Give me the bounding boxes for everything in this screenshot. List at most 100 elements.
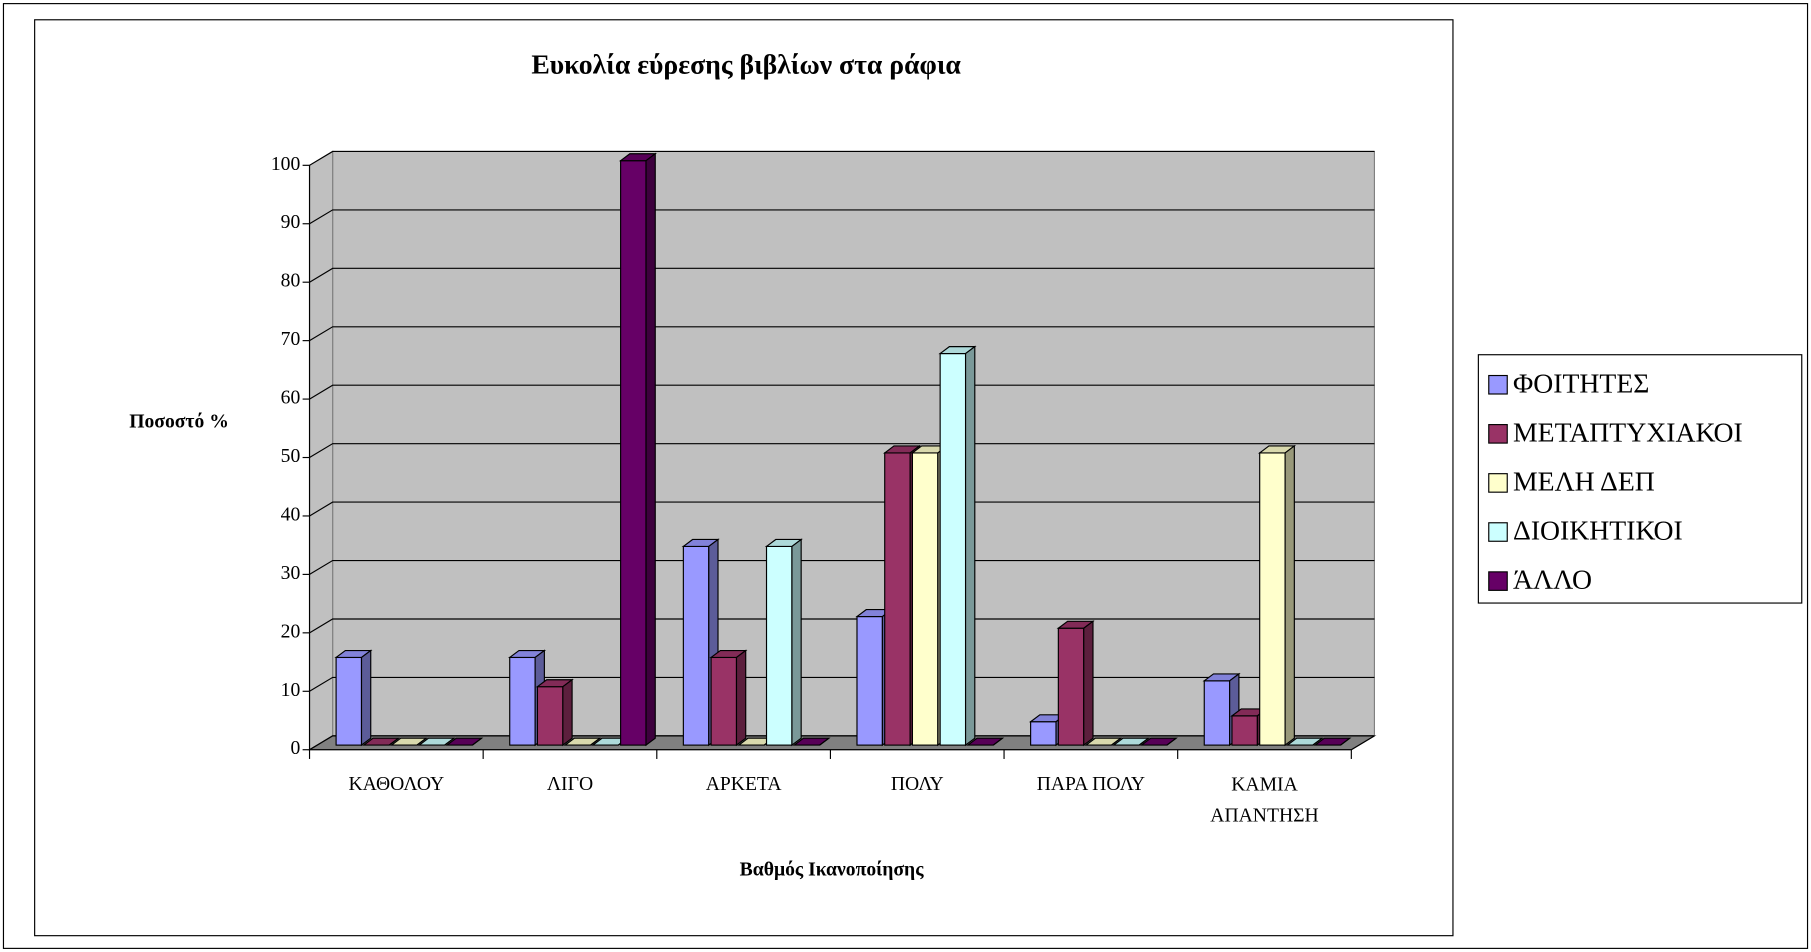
bar [535, 678, 574, 747]
grid-line [309, 501, 1375, 517]
bar [1257, 444, 1297, 747]
bar-front [911, 452, 939, 746]
bar-side [735, 649, 747, 747]
bar-side [1284, 444, 1295, 747]
legend [1477, 354, 1803, 604]
bar-side [388, 737, 399, 746]
legend-label: ΜΕΤΑΠΤΥΧΙΑΚΟΙ [1513, 416, 1743, 447]
grid-line [309, 209, 1375, 225]
grid-line [309, 618, 1375, 634]
x-tick-label: ΚΑΜΙΑ ΑΠΑΝΤΗΣΗ [1210, 774, 1318, 826]
x-tick-label: ΚΑΘΟΛΟΥ [348, 774, 444, 795]
grid-line [309, 150, 1375, 166]
bar-front [1203, 680, 1231, 746]
bar [1084, 737, 1123, 746]
grid-line [309, 326, 1375, 342]
bar-side [645, 152, 656, 747]
legend-label: ΆΛΛΟ [1513, 564, 1592, 595]
bar [1230, 707, 1269, 747]
y-tick-label: 80 [281, 271, 301, 292]
y-tick-label: 10 [281, 680, 301, 701]
bar-front [856, 615, 883, 746]
bar-side [992, 737, 1003, 746]
legend-label: ΜΕΛΗ ΔΕΠ [1513, 465, 1655, 496]
legend-label: ΔΙΟΙΚΗΤΙΚΟΙ [1513, 515, 1683, 546]
bar-side [360, 649, 372, 747]
bar [966, 737, 1005, 746]
bar-front [1057, 627, 1085, 746]
bar-side [1340, 737, 1351, 746]
x-axis-end [1351, 735, 1375, 751]
y-tick-label: 0 [290, 738, 300, 759]
bar-side [444, 737, 455, 746]
y-axis-label: Ποσοστό % [129, 411, 229, 432]
bar-side [964, 345, 976, 747]
bar [1139, 737, 1178, 746]
bar [1112, 737, 1151, 746]
grid-line [309, 735, 1375, 751]
bar [389, 737, 428, 746]
bar [792, 737, 831, 746]
bar-front [335, 656, 363, 746]
bar-side [1111, 737, 1122, 746]
bar-front [939, 352, 967, 746]
bar [1313, 737, 1352, 746]
x-tick-label: ΑΡΚΕΤΑ [706, 774, 783, 795]
legend-swatch [1488, 473, 1508, 493]
y-tick-label: 50 [281, 446, 301, 467]
bar [445, 737, 484, 746]
bar-side [472, 737, 482, 746]
x-tick-label: ΠΟΛΥ [891, 774, 944, 795]
bar-front [536, 686, 564, 746]
grid-line [309, 384, 1375, 400]
y-tick-label: 40 [281, 504, 301, 525]
legend-swatch [1488, 522, 1508, 542]
bar-side [1083, 620, 1094, 747]
bar-front [1259, 452, 1286, 746]
bar-side [1138, 737, 1149, 746]
bar-side [590, 737, 601, 746]
y-tick-label: 90 [281, 212, 301, 233]
bar-front [765, 545, 793, 746]
bar-front [1231, 715, 1258, 746]
y-tick-label: 20 [281, 621, 301, 642]
bar [618, 152, 657, 747]
bar-side [416, 737, 427, 746]
bar-front [710, 656, 738, 746]
bar-side [791, 538, 802, 747]
y-tick-label: 60 [281, 388, 301, 409]
bar [1285, 737, 1324, 746]
bar [563, 737, 602, 746]
bar [1056, 620, 1095, 747]
y-tick-label: 30 [281, 563, 301, 584]
grid-line [309, 267, 1375, 283]
grid-line [309, 559, 1375, 575]
y-tick-label: 100 [271, 154, 301, 175]
bar-side [819, 737, 830, 746]
bar [709, 649, 748, 747]
grid-line [309, 443, 1375, 459]
bar-front [682, 545, 710, 746]
x-axis-label: Βαθμός Ικανοποίησης [740, 860, 925, 881]
legend-swatch [1488, 571, 1508, 591]
y-tick-label: 70 [281, 329, 301, 350]
legend-swatch [1488, 374, 1508, 395]
bar [334, 649, 373, 747]
x-tick-label: ΠΑΡΑ ΠΟΛΥ [1037, 774, 1145, 795]
bar-front [509, 656, 536, 746]
bar-side [562, 678, 573, 747]
legend-label: ΦΟΙΤΗΤΕΣ [1513, 367, 1649, 398]
bar-front [884, 452, 911, 746]
bar-front [620, 160, 647, 746]
bar [417, 737, 456, 746]
bar-side [1312, 737, 1323, 746]
legend-swatch [1488, 424, 1508, 444]
grid-line [309, 676, 1375, 692]
bar [764, 538, 803, 747]
x-tick-label: ΛΙΓΟ [547, 774, 593, 795]
bar-front [1030, 721, 1057, 746]
bar-top [1139, 737, 1178, 746]
bar [362, 737, 401, 746]
bar [938, 345, 977, 747]
